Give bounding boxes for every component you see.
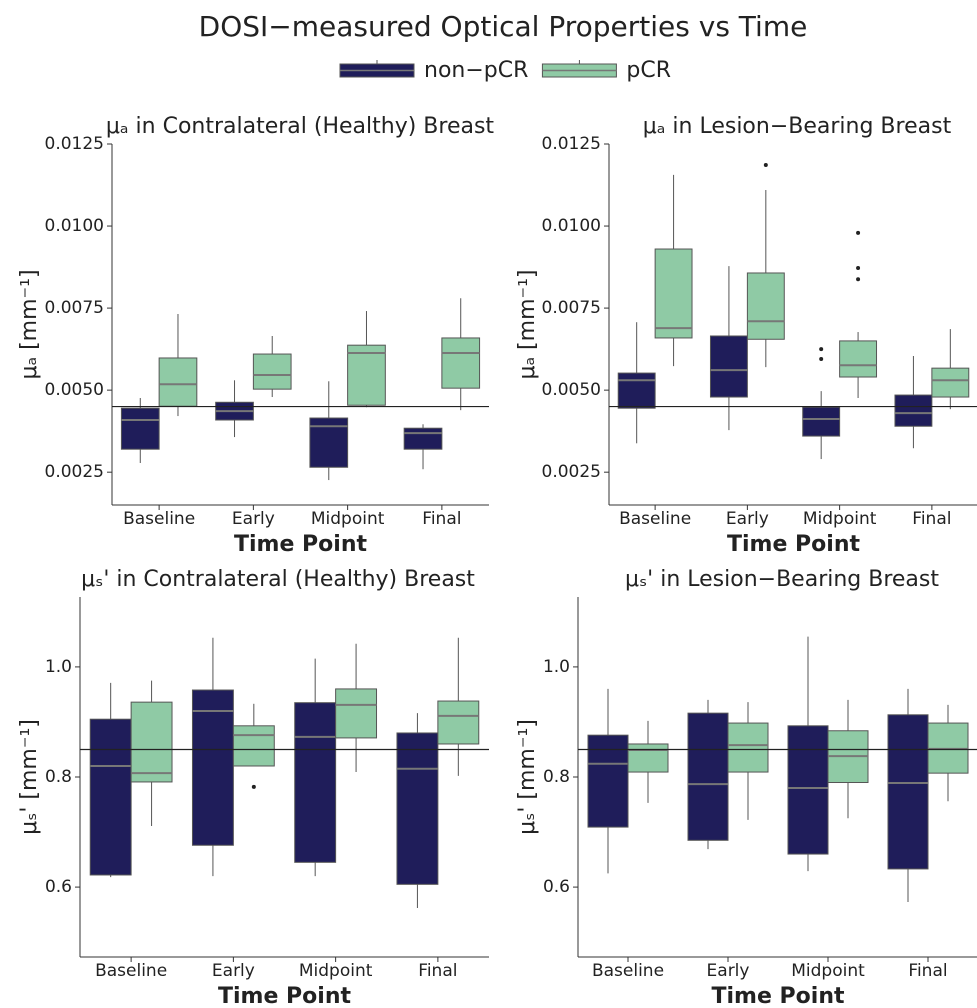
- x-axis-label: Time Point: [234, 532, 367, 557]
- y-axis-label: μₛ' [mm⁻¹]: [17, 719, 42, 835]
- box: [294, 702, 337, 863]
- x-axis-label: Time Point: [727, 532, 860, 557]
- x-tick-label: Final: [418, 961, 457, 981]
- x-tick-label: Early: [232, 509, 275, 529]
- box: [802, 406, 841, 437]
- x-tick-label: Early: [726, 509, 769, 529]
- outlier: [856, 277, 861, 282]
- box: [709, 335, 748, 398]
- x-tick-label: Final: [422, 509, 461, 529]
- x-tick-label: Baseline: [123, 509, 195, 529]
- y-tick-label: 1.0: [543, 657, 570, 677]
- y-tick-label: 1.0: [45, 657, 72, 677]
- x-tick-label: Baseline: [619, 509, 691, 529]
- x-tick-label: Midpoint: [299, 961, 373, 981]
- y-tick-label: 0.0075: [542, 298, 601, 318]
- x-tick-label: Final: [912, 509, 951, 529]
- box: [727, 722, 769, 773]
- box: [587, 734, 629, 828]
- x-tick-label: Midpoint: [803, 509, 877, 529]
- box: [347, 344, 386, 406]
- panel-title: μₛ' in Contralateral (Healthy) Breast: [81, 567, 475, 592]
- x-tick-label: Baseline: [592, 961, 664, 981]
- x-tick-label: Baseline: [95, 961, 167, 981]
- y-tick-label: 0.0100: [45, 216, 104, 236]
- x-tick-label: Midpoint: [791, 961, 865, 981]
- box: [839, 340, 878, 378]
- box: [191, 689, 234, 846]
- legend-label: pCR: [626, 58, 671, 83]
- y-tick-label: 0.0025: [45, 462, 104, 482]
- box: [403, 427, 443, 450]
- box: [396, 732, 439, 885]
- outlier: [819, 347, 824, 352]
- box: [887, 714, 929, 870]
- outlier: [763, 163, 768, 168]
- box: [437, 700, 480, 745]
- box: [252, 353, 292, 390]
- box: [335, 688, 378, 739]
- box: [89, 718, 132, 876]
- box: [687, 712, 729, 841]
- box: [787, 725, 829, 855]
- box: [130, 701, 173, 783]
- legend-label: non−pCR: [424, 58, 528, 83]
- y-tick-label: 0.6: [45, 877, 72, 897]
- box: [232, 725, 275, 767]
- outlier: [856, 230, 861, 235]
- x-tick-label: Midpoint: [311, 509, 385, 529]
- box: [627, 743, 669, 773]
- figure-title: DOSI−measured Optical Properties vs Time: [199, 10, 808, 43]
- x-tick-label: Early: [707, 961, 750, 981]
- y-tick-label: 0.0125: [542, 134, 601, 154]
- x-axis-label: Time Point: [218, 984, 351, 1008]
- x-axis-label: Time Point: [711, 984, 844, 1008]
- y-tick-label: 0.0125: [45, 134, 104, 154]
- box: [120, 407, 160, 450]
- y-tick-label: 0.0100: [542, 216, 601, 236]
- y-axis-label: μₐ [mm⁻¹]: [515, 269, 540, 379]
- y-tick-label: 0.0050: [542, 380, 601, 400]
- box: [441, 337, 481, 389]
- box: [931, 367, 970, 398]
- panel-title: μₛ' in Lesion−Bearing Breast: [625, 567, 939, 592]
- x-tick-label: Early: [212, 961, 255, 981]
- box: [654, 248, 693, 339]
- y-tick-label: 0.0075: [45, 298, 104, 318]
- outlier: [251, 784, 256, 789]
- box: [746, 272, 785, 340]
- y-axis-label: μₐ [mm⁻¹]: [17, 269, 42, 379]
- box: [894, 394, 933, 427]
- x-tick-label: Final: [908, 961, 947, 981]
- outlier: [856, 266, 861, 271]
- y-tick-label: 0.8: [45, 767, 72, 787]
- outlier: [819, 356, 824, 361]
- y-tick-label: 0.6: [543, 877, 570, 897]
- y-tick-label: 0.0050: [45, 380, 104, 400]
- y-tick-label: 0.8: [543, 767, 570, 787]
- y-axis-label: μₛ' [mm⁻¹]: [515, 719, 540, 835]
- y-tick-label: 0.0025: [542, 462, 601, 482]
- box: [158, 357, 198, 407]
- panel-title: μₐ in Lesion−Bearing Breast: [643, 114, 952, 139]
- panel-title: μₐ in Contralateral (Healthy) Breast: [106, 114, 495, 139]
- box: [617, 372, 656, 409]
